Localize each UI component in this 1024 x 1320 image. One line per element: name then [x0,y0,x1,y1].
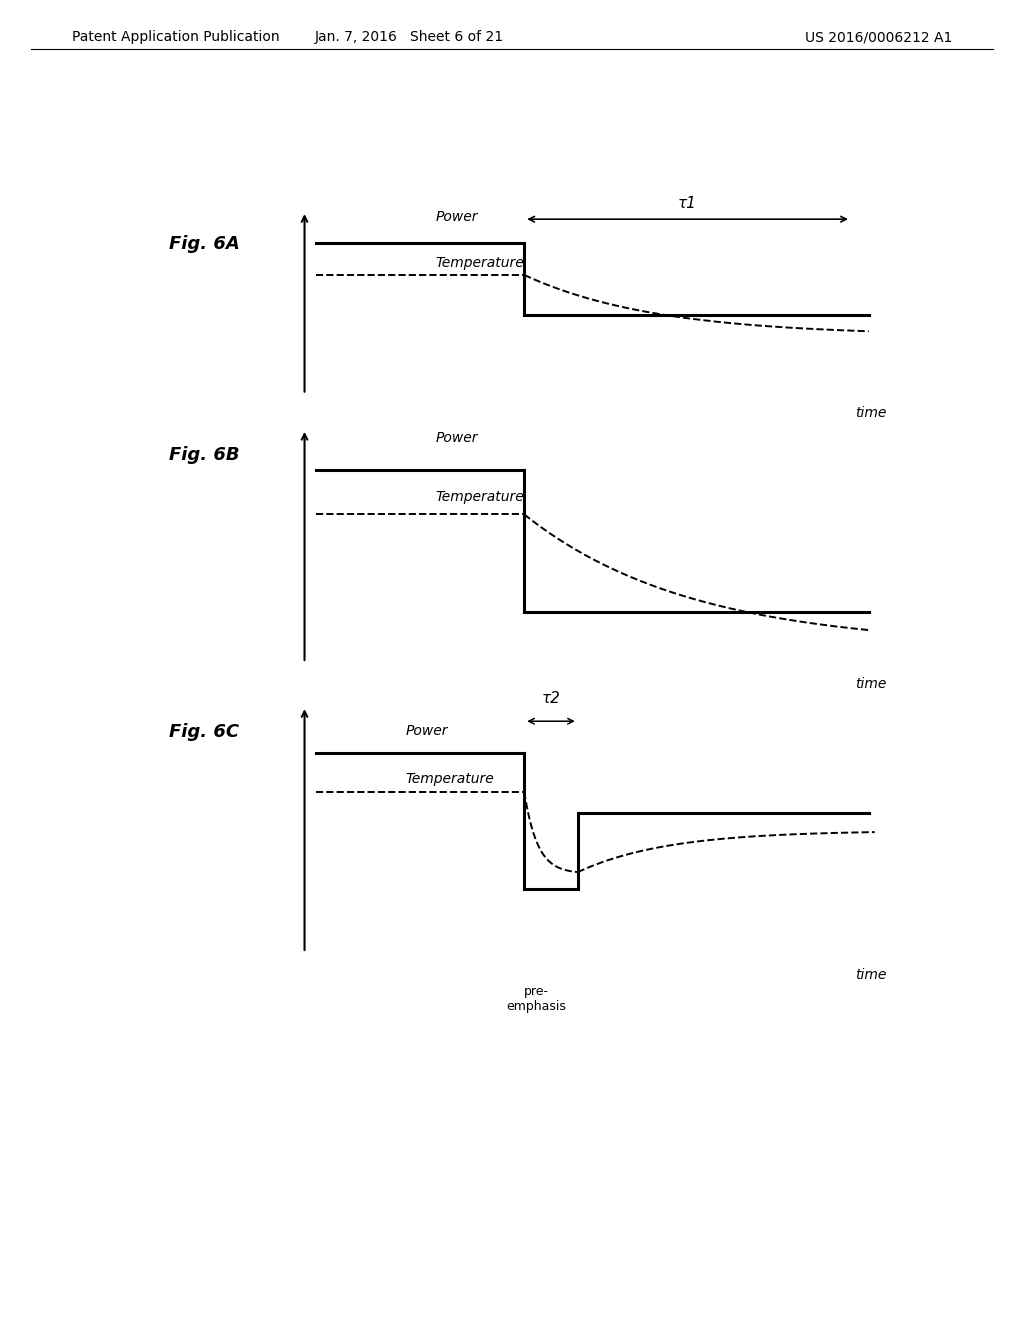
Text: time: time [855,968,887,982]
Text: Fig. 6B: Fig. 6B [169,446,240,465]
Text: time: time [855,405,887,420]
Text: pre-
emphasis: pre- emphasis [506,985,566,1012]
Text: Fig. 6C: Fig. 6C [169,723,239,742]
Text: Power: Power [435,432,478,445]
Text: Temperature: Temperature [406,772,495,785]
Text: Temperature: Temperature [435,490,524,504]
Text: Jan. 7, 2016   Sheet 6 of 21: Jan. 7, 2016 Sheet 6 of 21 [315,30,504,45]
Text: time: time [855,677,887,692]
Text: Patent Application Publication: Patent Application Publication [72,30,280,45]
Text: Power: Power [406,725,449,738]
Text: Temperature: Temperature [435,256,524,271]
Text: τ1: τ1 [678,197,697,211]
Text: Fig. 6A: Fig. 6A [169,235,240,253]
Text: τ2: τ2 [542,692,560,706]
Text: Power: Power [435,210,478,224]
Text: US 2016/0006212 A1: US 2016/0006212 A1 [805,30,952,45]
